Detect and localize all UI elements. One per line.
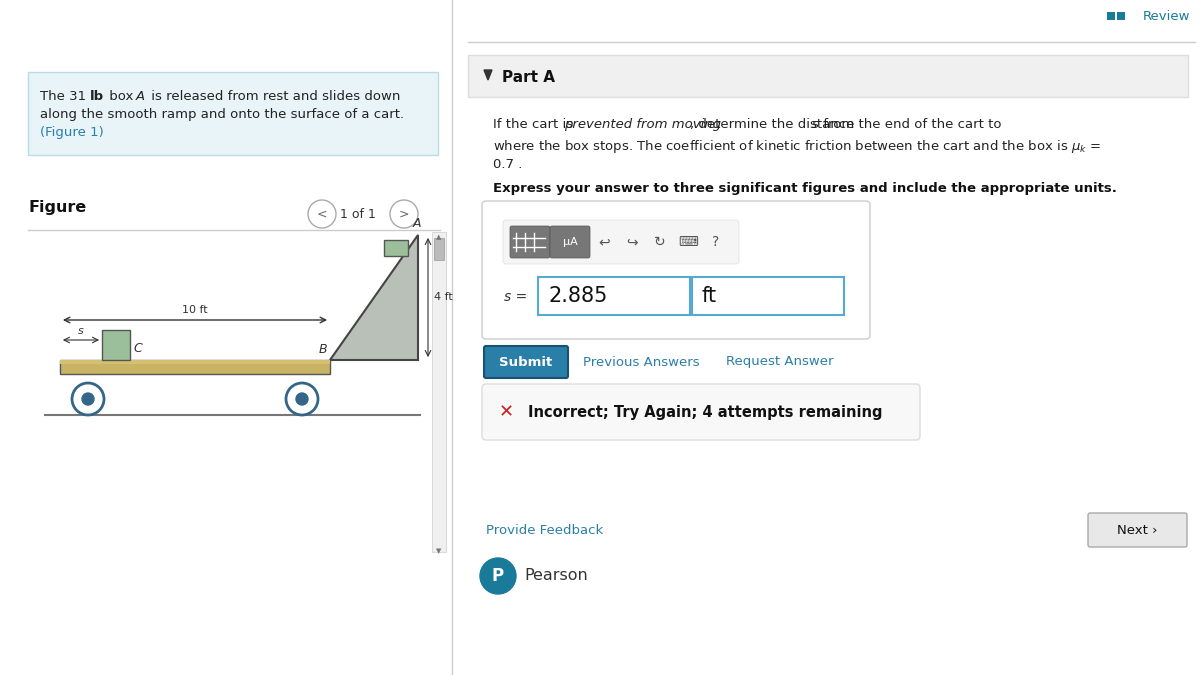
Bar xyxy=(384,240,408,256)
Text: <: < xyxy=(317,207,328,221)
FancyBboxPatch shape xyxy=(484,346,568,378)
FancyBboxPatch shape xyxy=(28,72,438,155)
Text: Submit: Submit xyxy=(499,356,553,369)
Polygon shape xyxy=(330,235,418,360)
Text: (Figure 1): (Figure 1) xyxy=(40,126,103,139)
FancyBboxPatch shape xyxy=(550,226,590,258)
FancyBboxPatch shape xyxy=(482,384,920,440)
Text: along the smooth ramp and onto the surface of a cart.: along the smooth ramp and onto the surfa… xyxy=(40,108,404,121)
Bar xyxy=(60,360,330,374)
Text: ↩: ↩ xyxy=(598,235,610,249)
Circle shape xyxy=(296,393,308,405)
Text: box: box xyxy=(106,90,138,103)
Text: C: C xyxy=(133,342,142,354)
Text: A: A xyxy=(136,90,145,103)
FancyBboxPatch shape xyxy=(468,55,1188,97)
Text: Request Answer: Request Answer xyxy=(726,356,834,369)
Text: ?: ? xyxy=(713,235,720,249)
Text: Pearson: Pearson xyxy=(524,568,588,583)
Text: is released from rest and slides down: is released from rest and slides down xyxy=(148,90,401,103)
Text: 10 ft: 10 ft xyxy=(182,305,208,315)
Text: 2.885: 2.885 xyxy=(548,286,607,306)
Text: The 31: The 31 xyxy=(40,90,90,103)
Text: B: B xyxy=(318,343,326,356)
Text: ▼: ▼ xyxy=(437,548,442,554)
Polygon shape xyxy=(484,70,492,80)
Text: ↻: ↻ xyxy=(654,235,666,249)
Circle shape xyxy=(72,383,104,415)
Text: 0.7 .: 0.7 . xyxy=(493,158,522,171)
Text: >: > xyxy=(398,207,409,221)
FancyBboxPatch shape xyxy=(1088,513,1187,547)
Text: ⌨: ⌨ xyxy=(678,235,698,249)
Circle shape xyxy=(82,393,94,405)
Text: , determine the distance: , determine the distance xyxy=(690,118,859,131)
Circle shape xyxy=(286,383,318,415)
Text: A: A xyxy=(413,217,421,230)
Text: Review: Review xyxy=(1142,10,1190,23)
Text: Express your answer to three significant figures and include the appropriate uni: Express your answer to three significant… xyxy=(493,182,1117,195)
Bar xyxy=(102,330,130,360)
Circle shape xyxy=(308,200,336,228)
Bar xyxy=(1108,12,1115,20)
Text: 4 ft: 4 ft xyxy=(434,292,452,302)
Text: Previous Answers: Previous Answers xyxy=(583,356,700,369)
FancyBboxPatch shape xyxy=(510,226,550,258)
Bar xyxy=(432,232,446,552)
Text: ▲: ▲ xyxy=(437,234,442,240)
Bar xyxy=(434,238,444,260)
Circle shape xyxy=(480,558,516,594)
Text: where the box stops. The coefficient of kinetic friction between the cart and th: where the box stops. The coefficient of … xyxy=(493,138,1102,155)
Text: Incorrect; Try Again; 4 attempts remaining: Incorrect; Try Again; 4 attempts remaini… xyxy=(528,404,882,419)
Text: P: P xyxy=(492,567,504,585)
Bar xyxy=(538,277,690,315)
Text: Next ›: Next › xyxy=(1117,524,1157,537)
Text: s: s xyxy=(78,326,84,336)
Text: μA: μA xyxy=(563,237,577,247)
Text: Provide Feedback: Provide Feedback xyxy=(486,524,604,537)
Bar xyxy=(692,277,844,315)
Text: s =: s = xyxy=(504,290,527,304)
FancyBboxPatch shape xyxy=(503,220,739,264)
Circle shape xyxy=(390,200,418,228)
Text: Part A: Part A xyxy=(502,70,554,84)
Text: prevented from moving: prevented from moving xyxy=(564,118,721,131)
Text: ✕: ✕ xyxy=(498,403,514,421)
Text: Figure: Figure xyxy=(28,200,86,215)
Text: lb: lb xyxy=(90,90,104,103)
Text: from the end of the cart to: from the end of the cart to xyxy=(818,118,1002,131)
FancyBboxPatch shape xyxy=(482,201,870,339)
Text: If the cart is: If the cart is xyxy=(493,118,577,131)
Text: 1 of 1: 1 of 1 xyxy=(340,207,376,221)
Text: s: s xyxy=(812,118,818,131)
Bar xyxy=(60,360,330,364)
Text: ft: ft xyxy=(702,286,718,306)
Text: ↪: ↪ xyxy=(626,235,638,249)
Bar xyxy=(1117,12,1126,20)
